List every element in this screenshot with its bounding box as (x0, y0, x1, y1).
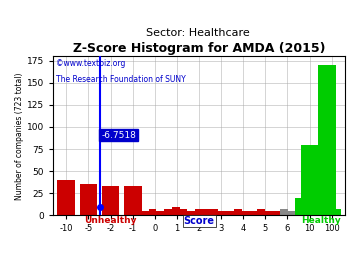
Bar (280, 209, 288, 215)
Title: Z-Score Histogram for AMDA (2015): Z-Score Histogram for AMDA (2015) (73, 42, 325, 55)
Text: ©www.textbiz.org: ©www.textbiz.org (56, 59, 125, 68)
Bar (323, 209, 341, 215)
Bar (288, 211, 296, 215)
Bar (242, 211, 249, 215)
Y-axis label: Number of companies (723 total): Number of companies (723 total) (15, 72, 24, 200)
Bar (164, 209, 172, 215)
Bar (327, 211, 334, 215)
Bar (58, 180, 75, 215)
Bar (257, 209, 265, 215)
Bar (249, 211, 257, 215)
Bar (172, 207, 180, 215)
Bar (311, 209, 319, 215)
Bar (149, 209, 157, 215)
Bar (234, 209, 242, 215)
Bar (273, 211, 280, 215)
Bar (219, 211, 226, 215)
Bar (301, 145, 319, 215)
Text: Score: Score (184, 216, 215, 226)
Text: The Research Foundation of SUNY: The Research Foundation of SUNY (56, 75, 186, 84)
Text: Unhealthy: Unhealthy (84, 216, 137, 225)
Bar (319, 65, 336, 215)
Bar (265, 211, 273, 215)
Bar (226, 211, 234, 215)
Text: Sector: Healthcare: Sector: Healthcare (146, 28, 250, 38)
Bar (102, 186, 120, 215)
Text: Healthy: Healthy (301, 216, 341, 225)
Bar (124, 186, 141, 215)
Bar (188, 211, 195, 215)
Bar (296, 211, 303, 215)
Bar (180, 209, 188, 215)
Text: -6.7518: -6.7518 (101, 130, 136, 140)
Bar (295, 198, 302, 215)
Bar (141, 211, 149, 215)
Bar (211, 209, 219, 215)
Bar (80, 184, 97, 215)
Bar (203, 209, 211, 215)
Bar (195, 209, 203, 215)
Bar (319, 211, 327, 215)
Bar (157, 211, 164, 215)
Bar (303, 211, 311, 215)
